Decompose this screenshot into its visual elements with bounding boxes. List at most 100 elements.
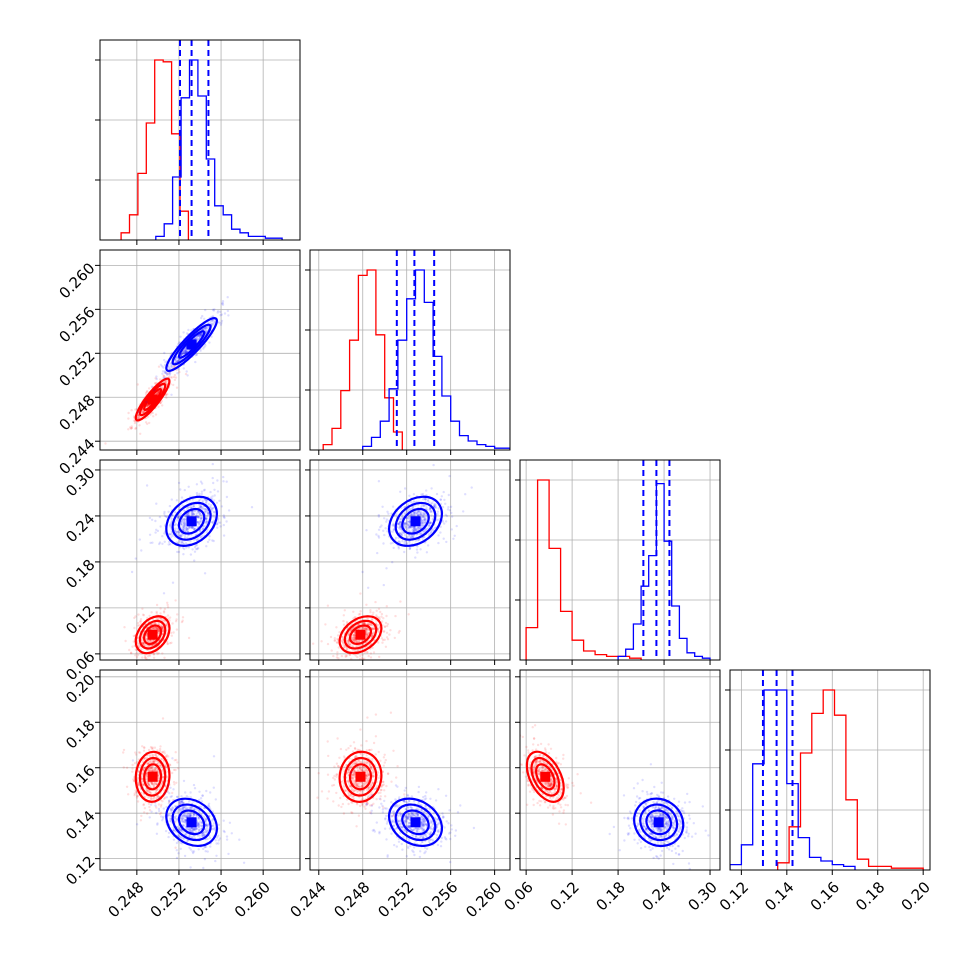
sample-point bbox=[192, 827, 196, 830]
sample-point bbox=[444, 502, 447, 505]
sample-point bbox=[130, 425, 133, 428]
sample-point bbox=[201, 534, 204, 538]
sample-point bbox=[425, 506, 428, 509]
sample-point bbox=[198, 512, 201, 515]
scatter-layer bbox=[118, 462, 254, 676]
sample-point bbox=[370, 623, 373, 626]
sample-point bbox=[161, 769, 164, 772]
sample-point bbox=[417, 513, 420, 516]
sample-point bbox=[369, 623, 372, 626]
sample-point bbox=[205, 520, 209, 523]
sample-point bbox=[147, 404, 150, 407]
sample-point bbox=[188, 514, 191, 517]
sample-point bbox=[351, 636, 354, 640]
sample-point bbox=[448, 474, 451, 478]
sample-point bbox=[337, 646, 340, 649]
sample-point bbox=[413, 514, 416, 517]
sample-point bbox=[424, 529, 427, 532]
sample-point bbox=[172, 780, 176, 784]
sample-point bbox=[189, 866, 192, 869]
sample-point bbox=[184, 349, 187, 352]
sample-point bbox=[147, 781, 150, 784]
sample-point bbox=[218, 321, 221, 324]
sample-point bbox=[161, 757, 164, 761]
sample-point bbox=[154, 767, 157, 770]
sample-point bbox=[426, 500, 430, 503]
sample-point bbox=[351, 638, 354, 641]
sample-point bbox=[182, 527, 185, 530]
sample-point bbox=[212, 481, 215, 485]
sample-point bbox=[398, 525, 401, 528]
sample-point bbox=[397, 522, 401, 525]
sample-point bbox=[371, 631, 374, 635]
sample-point bbox=[422, 513, 426, 516]
sample-point bbox=[389, 542, 393, 545]
sample-point bbox=[204, 830, 207, 834]
sample-point bbox=[211, 539, 214, 542]
sample-point bbox=[179, 535, 183, 538]
sample-point bbox=[405, 528, 409, 531]
sample-point bbox=[361, 627, 365, 630]
sample-point bbox=[153, 746, 157, 749]
sample-point bbox=[357, 644, 360, 647]
sample-point bbox=[399, 527, 402, 531]
sample-point bbox=[176, 530, 180, 533]
sample-point bbox=[150, 644, 154, 647]
sample-point bbox=[444, 520, 448, 523]
sample-point bbox=[326, 604, 330, 607]
sample-point bbox=[204, 517, 208, 520]
sample-point bbox=[372, 631, 376, 634]
sample-point bbox=[186, 528, 189, 531]
sample-point bbox=[205, 517, 208, 520]
sample-point bbox=[429, 510, 433, 513]
sample-point bbox=[196, 515, 199, 519]
sample-points-series-1 bbox=[122, 717, 181, 849]
sample-point bbox=[152, 652, 156, 656]
sample-point bbox=[141, 772, 144, 776]
sample-point bbox=[151, 769, 154, 772]
sample-point bbox=[143, 746, 146, 749]
sample-point bbox=[381, 638, 385, 642]
sample-point bbox=[414, 556, 417, 559]
sample-point bbox=[162, 611, 166, 614]
sample-point bbox=[182, 553, 185, 556]
sample-point bbox=[118, 674, 120, 676]
sample-point bbox=[433, 503, 436, 506]
sample-point bbox=[156, 391, 160, 394]
sample-point bbox=[188, 511, 191, 515]
sample-point bbox=[168, 373, 171, 376]
sample-point bbox=[342, 623, 346, 626]
sample-point bbox=[171, 534, 174, 538]
sample-point bbox=[197, 848, 200, 851]
sample-point bbox=[154, 377, 157, 380]
sample-point bbox=[164, 394, 168, 397]
sample-point bbox=[412, 530, 416, 533]
sample-point bbox=[199, 505, 202, 508]
scatter-panel-3-1 bbox=[95, 459, 301, 676]
sample-point bbox=[227, 509, 231, 512]
sample-point bbox=[129, 651, 133, 654]
sample-point bbox=[398, 521, 401, 524]
sample-point bbox=[216, 523, 219, 526]
sample-point bbox=[122, 751, 125, 754]
sample-point bbox=[193, 559, 196, 562]
sample-point bbox=[169, 522, 173, 525]
sample-point bbox=[198, 817, 201, 820]
sample-point bbox=[148, 805, 151, 809]
sample-point bbox=[174, 804, 177, 808]
sample-point bbox=[195, 512, 198, 516]
sample-point bbox=[359, 618, 362, 621]
sample-point bbox=[417, 526, 420, 529]
sample-point bbox=[125, 766, 129, 769]
sample-point bbox=[412, 525, 415, 529]
sample-point bbox=[205, 327, 208, 330]
sample-point bbox=[152, 656, 156, 659]
sample-point bbox=[153, 760, 157, 763]
sample-point bbox=[428, 507, 431, 511]
sample-point bbox=[415, 510, 419, 513]
sample-point bbox=[382, 529, 385, 532]
sample-point bbox=[155, 627, 159, 630]
sample-point bbox=[207, 512, 210, 515]
sample-point bbox=[186, 374, 189, 377]
sample-point bbox=[361, 653, 364, 657]
